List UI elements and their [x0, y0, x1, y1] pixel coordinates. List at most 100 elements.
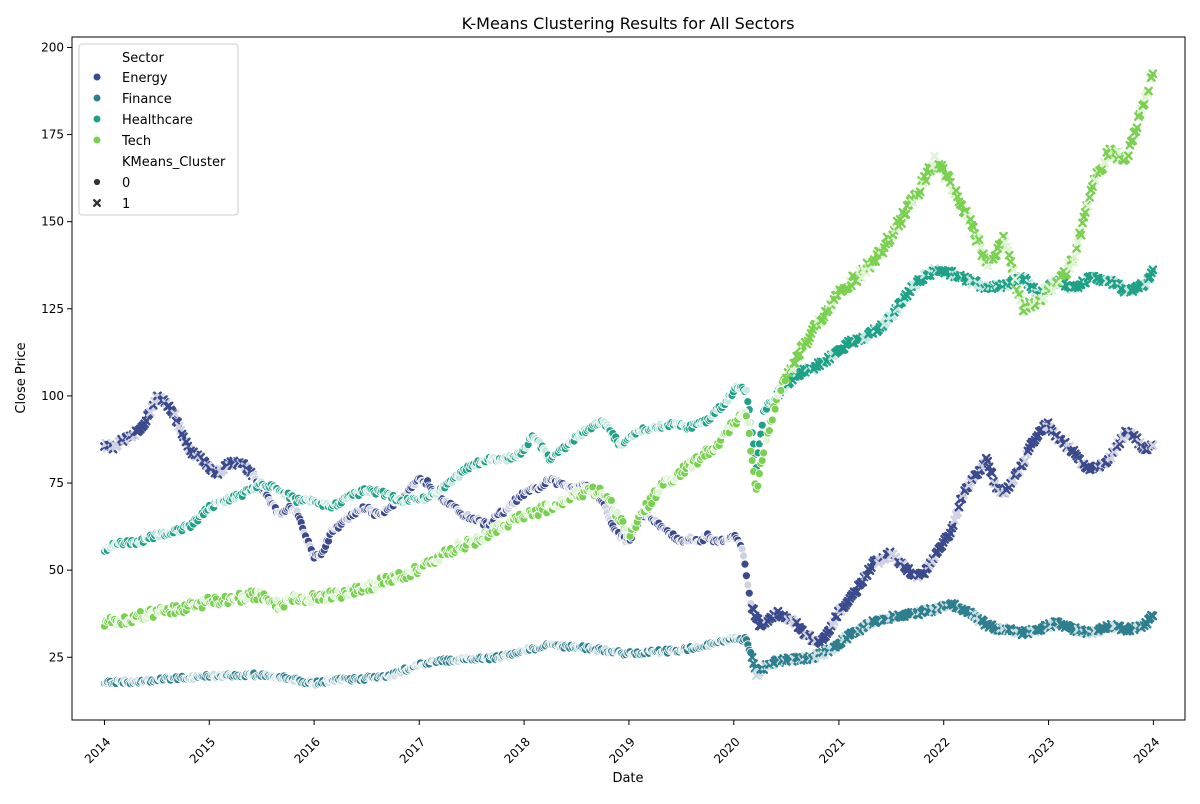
point — [743, 580, 753, 590]
point — [1148, 265, 1158, 275]
point — [770, 404, 780, 414]
point — [974, 235, 984, 245]
point-stroke-b — [176, 425, 185, 435]
point — [871, 257, 881, 266]
point — [744, 588, 754, 598]
point-stroke-b — [974, 235, 984, 245]
point — [742, 411, 751, 421]
point — [607, 496, 616, 505]
point — [740, 559, 750, 569]
point — [1148, 441, 1158, 450]
point-stroke-b — [924, 163, 934, 173]
point-stroke-b — [823, 305, 833, 315]
point-stroke-b — [862, 571, 872, 580]
point-stroke-b — [246, 467, 256, 477]
point — [987, 468, 997, 478]
point — [618, 517, 628, 526]
point-stroke-b — [829, 617, 839, 626]
point-stroke-b — [871, 257, 881, 266]
point-stroke-b — [1115, 439, 1125, 449]
point — [170, 409, 180, 419]
point-stroke-b — [1001, 242, 1011, 252]
point-stroke-b — [953, 508, 962, 517]
point-stroke-b — [174, 421, 184, 431]
point-stroke-b — [950, 515, 960, 525]
point — [757, 456, 767, 465]
point — [915, 187, 925, 197]
point — [901, 209, 911, 219]
point — [795, 350, 804, 359]
point — [976, 243, 985, 252]
point — [767, 415, 777, 425]
point — [753, 481, 763, 491]
point-stroke-b — [1148, 265, 1158, 275]
point — [757, 420, 767, 430]
point-stroke-b — [957, 200, 967, 210]
point — [991, 250, 1001, 260]
point-stroke-b — [991, 250, 1001, 260]
point-stroke-b — [852, 586, 862, 596]
data-points — [100, 69, 1158, 690]
point-stroke-b — [947, 266, 957, 276]
point-stroke-b — [908, 198, 918, 208]
point-stroke-b — [787, 364, 797, 374]
point — [625, 531, 635, 541]
point-stroke-b — [948, 521, 958, 530]
point — [742, 571, 751, 581]
point-stroke-b — [954, 502, 964, 512]
point — [762, 436, 771, 446]
point-stroke-b — [753, 614, 763, 624]
point-stroke-b — [897, 219, 906, 228]
series-healthcare — [100, 263, 1158, 556]
point-stroke-b — [898, 559, 908, 569]
point-stroke-b — [141, 416, 151, 426]
point-stroke-b — [1148, 611, 1158, 621]
point-stroke-b — [934, 160, 944, 169]
point — [746, 446, 756, 456]
point — [754, 469, 764, 479]
point-stroke-b — [892, 304, 902, 314]
point — [1006, 257, 1016, 267]
point — [938, 163, 948, 173]
point — [764, 426, 774, 436]
point-stroke-b — [1142, 619, 1152, 629]
point-stroke-b — [146, 407, 155, 417]
point — [945, 177, 955, 187]
series-tech — [100, 69, 1158, 631]
point-stroke-b — [170, 409, 180, 419]
point-stroke-b — [749, 604, 758, 614]
point-stroke-b — [987, 468, 997, 478]
point — [897, 219, 906, 228]
point-stroke-b — [1148, 441, 1158, 450]
point-stroke-b — [1069, 445, 1079, 455]
point — [743, 418, 753, 428]
point-stroke-b — [858, 577, 868, 587]
point-stroke-b — [938, 163, 948, 173]
point-stroke-b — [1141, 279, 1151, 289]
point — [747, 456, 757, 465]
point-stroke-b — [795, 350, 804, 359]
point-stroke-b — [983, 261, 993, 271]
point — [921, 176, 931, 186]
point-stroke-b — [773, 606, 783, 616]
point-stroke-b — [173, 418, 183, 427]
point — [1148, 611, 1158, 621]
point — [1020, 456, 1030, 466]
point-stroke-b — [901, 209, 911, 219]
point — [954, 502, 964, 512]
point — [790, 358, 800, 368]
point-stroke-b — [854, 272, 863, 282]
point-stroke-b — [1020, 456, 1030, 466]
point-stroke-b — [1024, 278, 1034, 288]
point-stroke-b — [1106, 453, 1116, 463]
point-stroke-b — [782, 373, 792, 383]
point-stroke-b — [790, 358, 800, 368]
point — [749, 604, 758, 614]
point-stroke-b — [866, 563, 876, 573]
series-finance — [100, 599, 1158, 690]
point — [908, 198, 918, 208]
point-stroke-b — [183, 441, 193, 451]
series-energy — [100, 391, 1158, 649]
point — [742, 385, 751, 395]
